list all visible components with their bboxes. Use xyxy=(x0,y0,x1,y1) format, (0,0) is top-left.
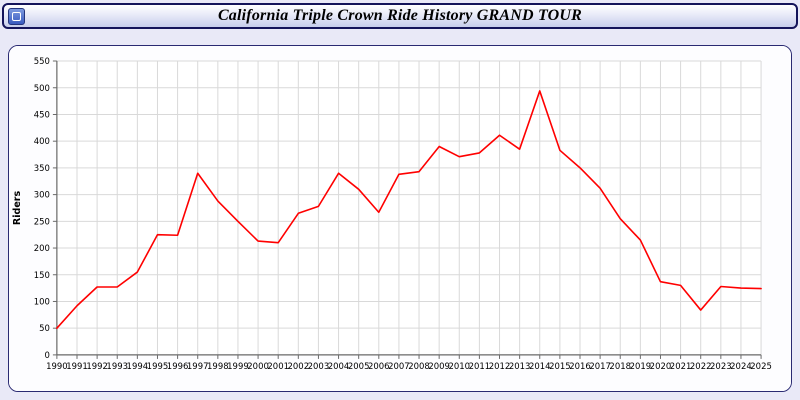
chart-panel: 0 50 100 150 200 250 300 350 400 450 500 550 1990 199… xyxy=(8,45,792,392)
svg-text:2003: 2003 xyxy=(308,362,330,372)
page-title: California Triple Crown Ride History GRA… xyxy=(217,7,583,24)
svg-text:1997: 1997 xyxy=(187,362,209,372)
svg-text:1990: 1990 xyxy=(46,362,68,372)
svg-text:2012: 2012 xyxy=(489,362,511,372)
svg-text:2008: 2008 xyxy=(408,362,430,372)
svg-text:550: 550 xyxy=(34,57,50,67)
svg-text:0: 0 xyxy=(44,351,49,361)
svg-text:2023: 2023 xyxy=(710,362,732,372)
svg-text:150: 150 xyxy=(34,271,50,281)
svg-text:2009: 2009 xyxy=(428,362,450,372)
svg-text:400: 400 xyxy=(34,137,50,147)
svg-text:2015: 2015 xyxy=(549,362,571,372)
svg-text:2019: 2019 xyxy=(630,362,652,372)
svg-text:350: 350 xyxy=(34,164,50,174)
svg-text:200: 200 xyxy=(34,244,50,254)
svg-text:100: 100 xyxy=(34,297,50,307)
svg-text:2020: 2020 xyxy=(650,362,672,372)
svg-text:2001: 2001 xyxy=(267,362,289,372)
svg-text:1998: 1998 xyxy=(207,362,229,372)
svg-text:500: 500 xyxy=(34,84,50,94)
svg-text:2002: 2002 xyxy=(288,362,310,372)
svg-text:1994: 1994 xyxy=(127,362,149,372)
svg-text:2017: 2017 xyxy=(589,362,611,372)
svg-text:1993: 1993 xyxy=(106,362,128,372)
svg-text:2014: 2014 xyxy=(529,362,551,372)
svg-text:450: 450 xyxy=(34,110,50,120)
svg-text:1996: 1996 xyxy=(167,362,189,372)
svg-text:300: 300 xyxy=(34,191,50,201)
svg-text:2024: 2024 xyxy=(730,362,752,372)
title-bar: California Triple Crown Ride History GRA… xyxy=(2,3,798,29)
svg-text:50: 50 xyxy=(39,324,50,334)
svg-text:2004: 2004 xyxy=(328,362,350,372)
svg-text:2016: 2016 xyxy=(569,362,591,372)
svg-text:1999: 1999 xyxy=(227,362,249,372)
svg-text:Riders: Riders xyxy=(12,191,23,226)
svg-text:2011: 2011 xyxy=(469,362,491,372)
svg-text:2010: 2010 xyxy=(448,362,470,372)
svg-text:2018: 2018 xyxy=(609,362,631,372)
svg-text:2006: 2006 xyxy=(368,362,390,372)
chart-svg: 0501001502002503003504004505005501990199… xyxy=(9,46,791,391)
svg-text:2005: 2005 xyxy=(348,362,370,372)
svg-text:1995: 1995 xyxy=(147,362,169,372)
svg-text:250: 250 xyxy=(34,217,50,227)
svg-text:2021: 2021 xyxy=(670,362,692,372)
svg-text:2022: 2022 xyxy=(690,362,712,372)
svg-text:1992: 1992 xyxy=(86,362,108,372)
svg-text:2013: 2013 xyxy=(509,362,531,372)
svg-text:2000: 2000 xyxy=(247,362,269,372)
svg-text:2007: 2007 xyxy=(388,362,410,372)
svg-text:1991: 1991 xyxy=(66,362,88,372)
svg-text:2025: 2025 xyxy=(750,362,772,372)
link-icon xyxy=(8,7,25,25)
